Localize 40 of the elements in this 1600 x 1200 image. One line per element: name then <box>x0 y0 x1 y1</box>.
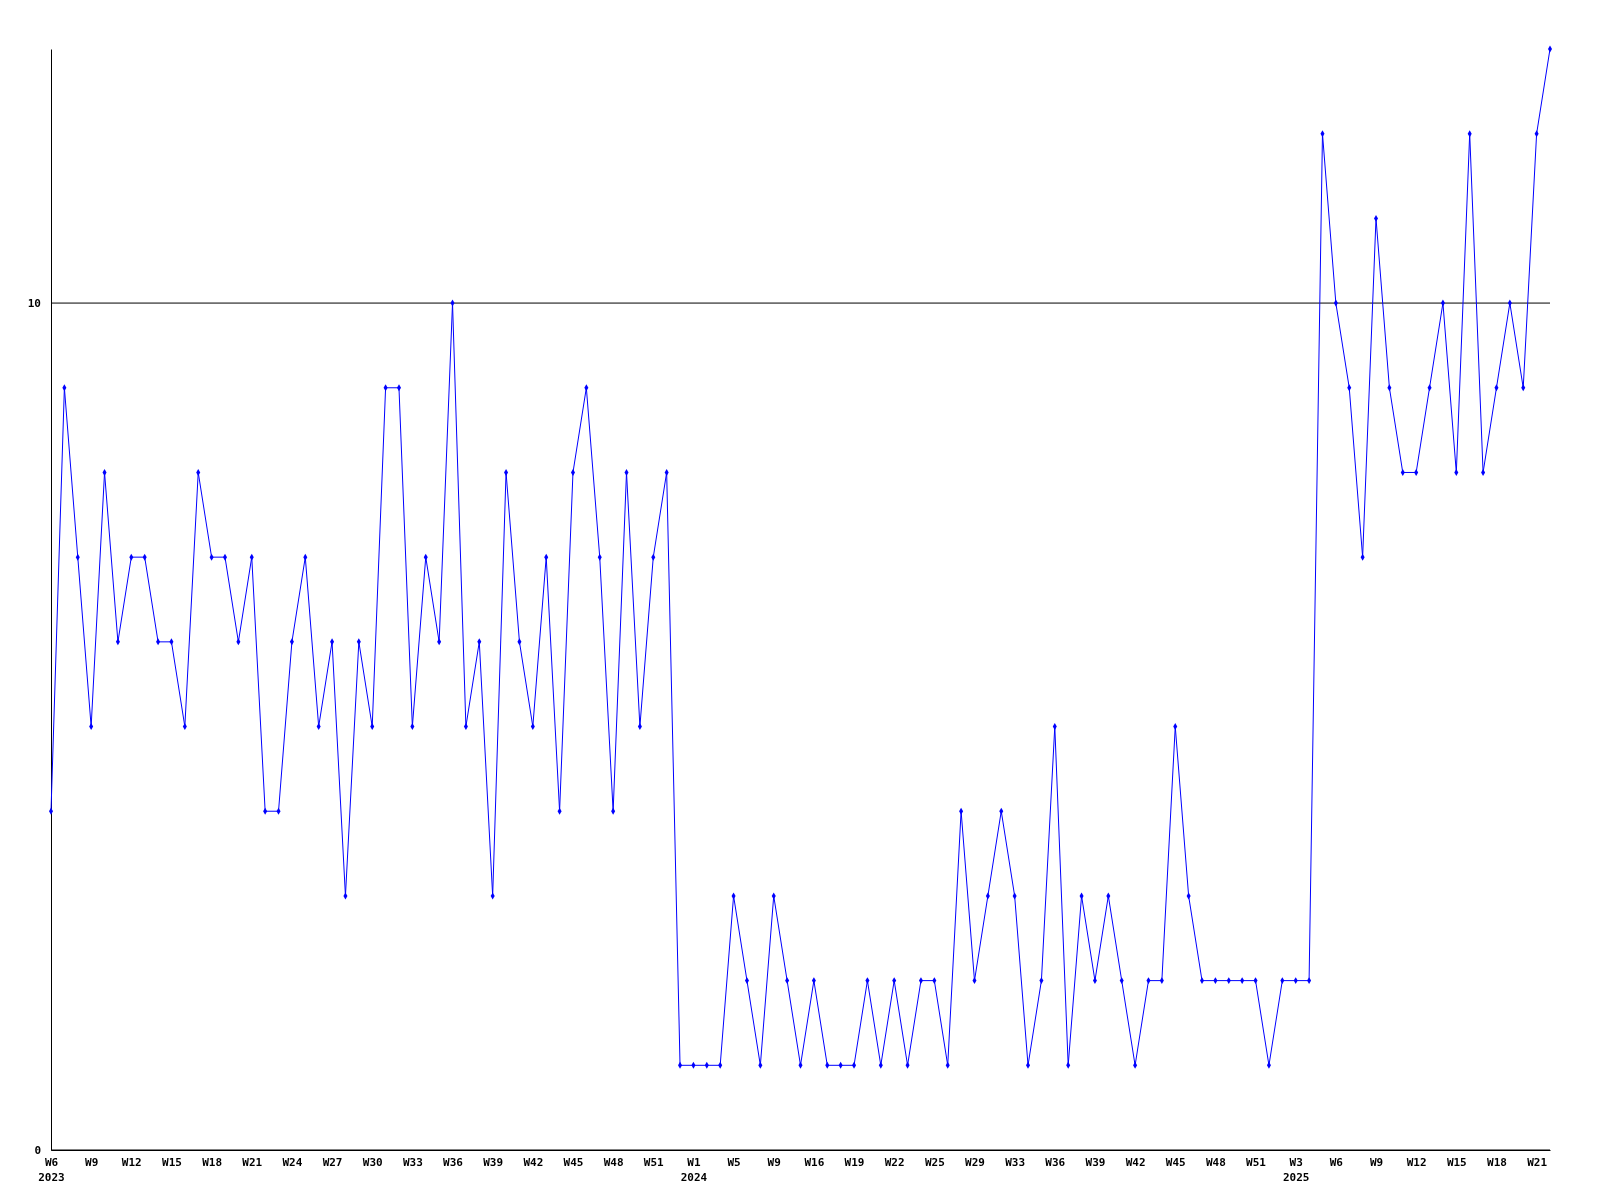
x-tick-label: W3 2025 <box>1282 1155 1310 1184</box>
x-tick-label: W21 <box>242 1155 263 1169</box>
x-tick-label: W15 <box>1446 1155 1467 1169</box>
x-tick-label: W18 <box>202 1155 223 1169</box>
x-tick-label: W48 <box>1205 1155 1226 1169</box>
x-tick-label: W30 <box>362 1155 383 1169</box>
x-tick-label: W9 <box>85 1155 99 1169</box>
x-tick-label: W25 <box>924 1155 945 1169</box>
x-tick-label: W12 <box>1406 1155 1427 1169</box>
x-tick-label: W22 <box>884 1155 905 1169</box>
x-tick-label: W51 <box>1246 1155 1267 1169</box>
x-tick-label: W15 <box>162 1155 182 1169</box>
x-tick-label: W29 <box>965 1155 985 1169</box>
x-tick-label: W51 <box>643 1155 665 1169</box>
x-tick-label: W33 <box>402 1155 423 1169</box>
x-tick-label: W12 <box>121 1155 142 1169</box>
x-tick-label: W45 <box>1165 1155 1186 1169</box>
x-tick-label: W24 <box>282 1155 303 1169</box>
y-tick-label: 0 <box>34 1144 41 1158</box>
x-tick-label: W1 2024 <box>680 1155 708 1184</box>
x-tick-label: W19 <box>844 1155 865 1169</box>
x-tick-label: W27 <box>322 1155 343 1169</box>
x-tick-label: W42 <box>1125 1155 1146 1169</box>
x-tick-label: W18 <box>1487 1155 1507 1169</box>
x-tick-label: W36 <box>443 1155 464 1169</box>
x-tick-label: W39 <box>1085 1155 1106 1169</box>
y-tick-label: 10 <box>27 297 41 311</box>
x-tick-label: W36 <box>1045 1155 1066 1169</box>
x-tick-label: W45 <box>563 1155 584 1169</box>
x-tick-label: W6 <box>1329 1155 1344 1169</box>
x-tick-label: W9 <box>767 1155 781 1169</box>
x-tick-label: W33 <box>1005 1155 1026 1169</box>
x-tick-label: W5 <box>727 1155 741 1169</box>
x-tick-label: W21 <box>1527 1155 1548 1169</box>
x-tick-label: W16 <box>804 1155 825 1169</box>
x-tick-label: W9 <box>1369 1155 1384 1169</box>
x-tick-label: W6 2023 <box>38 1155 65 1184</box>
x-tick-label: W42 <box>523 1155 544 1169</box>
x-tick-label: W39 <box>483 1155 504 1169</box>
x-tick-label: W48 <box>603 1155 624 1169</box>
